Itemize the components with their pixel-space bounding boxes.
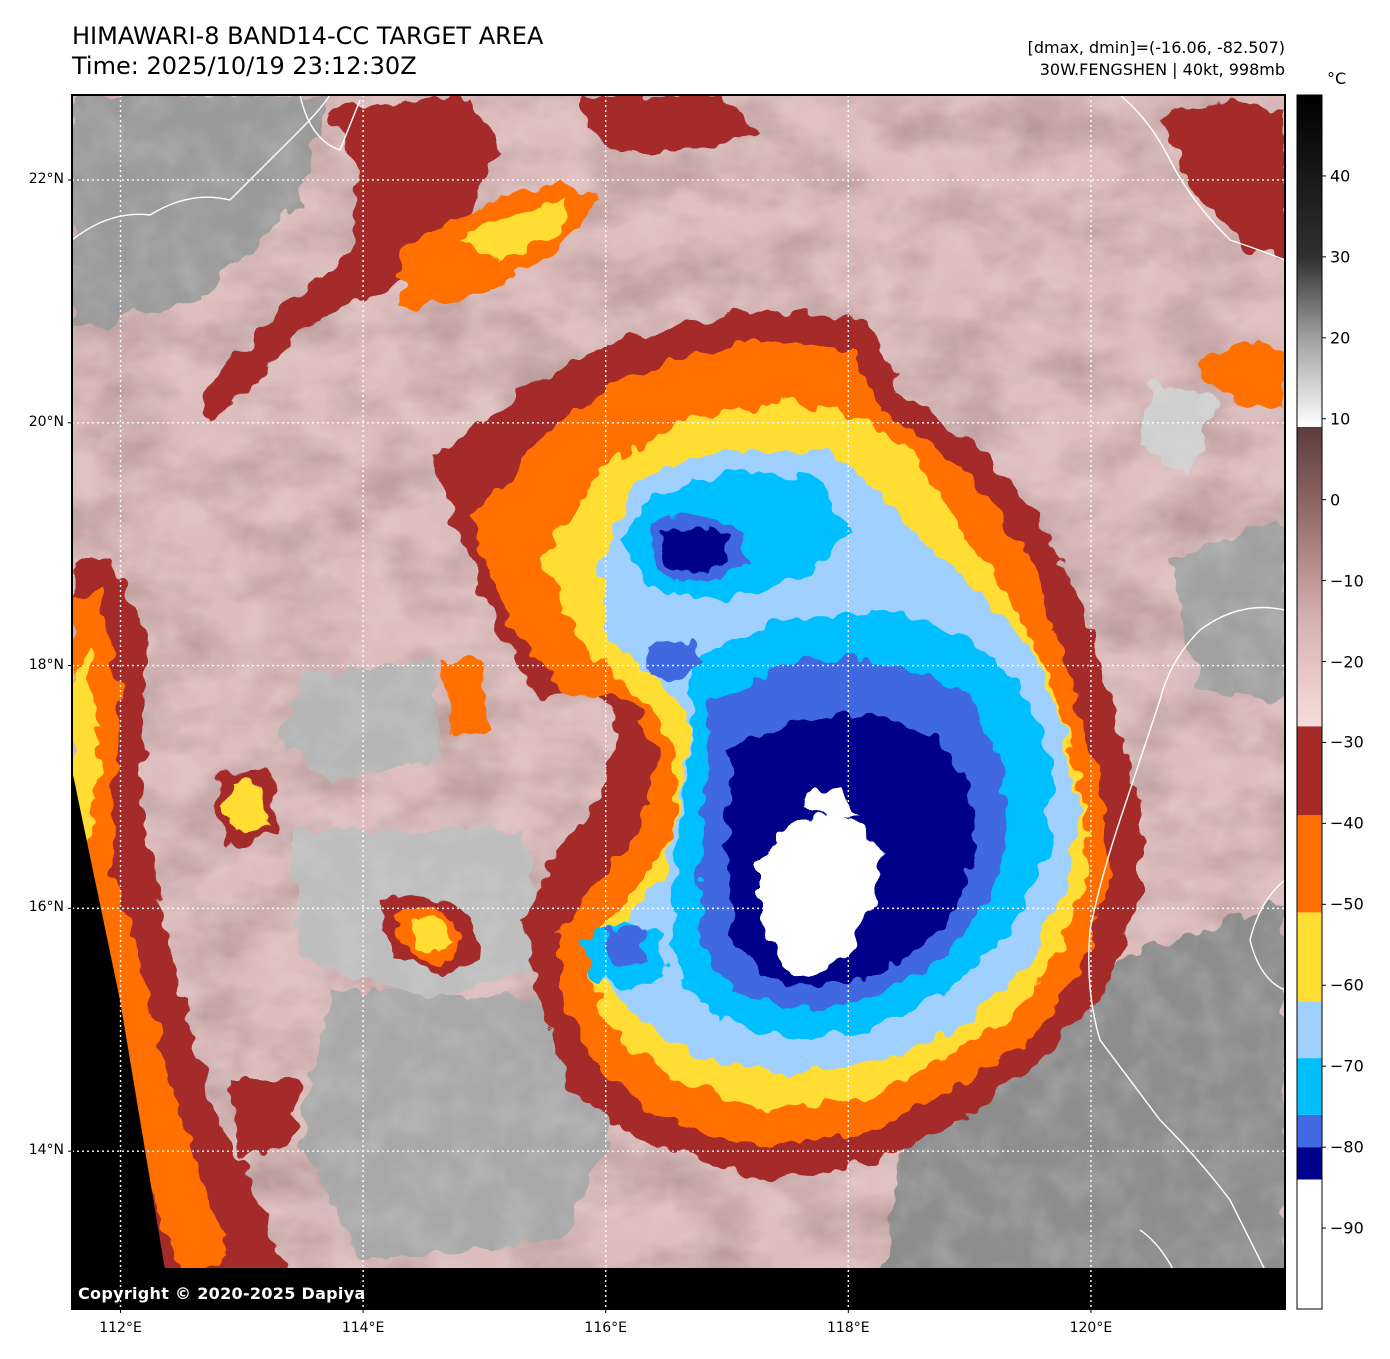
storm-info: 30W.FENGSHEN | 40kt, 998mb	[1039, 60, 1285, 79]
lat-label: 18°N	[28, 656, 64, 673]
colorbar-tick-label: −40	[1330, 813, 1364, 833]
colorbar-band	[1297, 815, 1322, 913]
colorbar-band	[1297, 1001, 1322, 1059]
colorbar-band	[1297, 912, 1322, 1002]
title-line-2: Time: 2025/10/19 23:12:30Z	[72, 52, 417, 80]
colorbar-band	[1297, 1147, 1322, 1180]
colorbar-gray-gradient	[1297, 95, 1322, 427]
copyright-strip	[72, 1268, 1285, 1309]
storm-core	[580, 450, 1080, 1075]
colorbar-warm-gradient	[1297, 426, 1322, 727]
lat-label: 16°N	[28, 899, 64, 916]
map-frame	[71, 94, 1286, 1310]
colorbar-tick-marks	[1322, 175, 1326, 1229]
colorbar-band	[1297, 1058, 1322, 1115]
lon-label: 120°E	[1069, 1320, 1113, 1336]
no-data-region	[72, 770, 165, 1270]
colorbar-tick-label: −70	[1330, 1056, 1364, 1076]
imagery-layer	[72, 95, 1285, 1309]
colorbar-tick-label: 40	[1330, 166, 1351, 186]
lat-label: 20°N	[28, 413, 64, 430]
colorbar-tick-label: −10	[1330, 571, 1364, 591]
title-line-1: HIMAWARI-8 BAND14-CC TARGET AREA	[72, 22, 544, 50]
copyright-notice: Copyright © 2020-2025 Dapiya	[78, 1284, 366, 1303]
lon-label: 118°E	[827, 1320, 870, 1336]
gridlines	[72, 95, 1285, 1309]
colorbar	[1297, 95, 1322, 1309]
colorbar-tick-label: 0	[1330, 490, 1341, 510]
lat-label: 14°N	[28, 1142, 64, 1159]
colorbar-tick-label: −20	[1330, 652, 1364, 672]
colorbar-tick-label: −60	[1330, 975, 1364, 995]
map-axis-tick-marks	[68, 179, 1092, 1313]
colorbar-frame	[1296, 94, 1323, 1310]
colorbar-band	[1297, 1179, 1322, 1309]
colorbar-tick-label: −90	[1330, 1218, 1364, 1238]
colorbar-band	[1297, 1114, 1322, 1148]
colorbar-tick-label: 20	[1330, 328, 1351, 348]
lon-label: 116°E	[584, 1320, 628, 1336]
colorbar-tick-label: −50	[1330, 894, 1364, 914]
lon-label: 112°E	[99, 1320, 142, 1336]
colorbar-tick-label: 30	[1330, 247, 1351, 267]
lat-label: 22°N	[28, 170, 64, 187]
colorbar-tick-label: −30	[1330, 732, 1364, 752]
lon-label: 114°E	[341, 1320, 385, 1336]
dmax-dmin-readout: [dmax, dmin]=(-16.06, -82.507)	[1027, 38, 1285, 57]
colorbar-unit: °C	[1327, 69, 1347, 88]
colorbar-tick-label: −80	[1330, 1137, 1364, 1157]
colorbar-tick-label: 10	[1330, 409, 1351, 429]
colorbar-band	[1297, 726, 1322, 816]
